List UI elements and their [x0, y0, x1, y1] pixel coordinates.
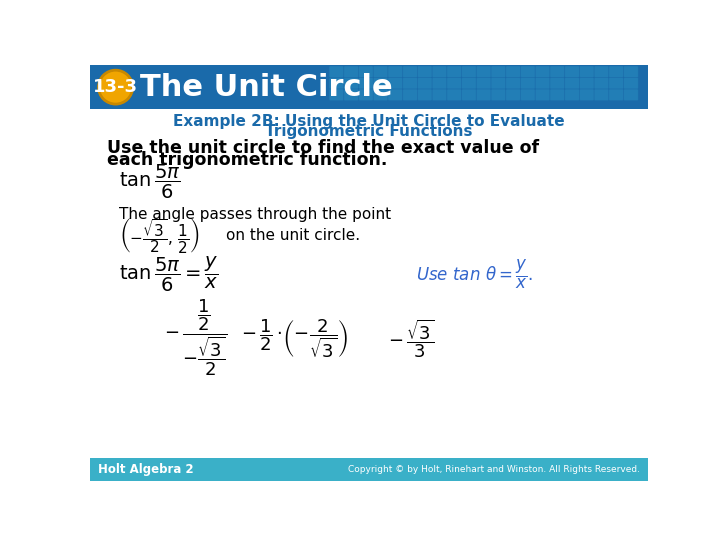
FancyBboxPatch shape: [505, 78, 521, 89]
FancyBboxPatch shape: [359, 66, 373, 78]
FancyBboxPatch shape: [535, 66, 550, 78]
FancyBboxPatch shape: [90, 457, 648, 481]
FancyBboxPatch shape: [624, 78, 639, 89]
FancyBboxPatch shape: [462, 89, 477, 100]
FancyBboxPatch shape: [594, 66, 609, 78]
FancyBboxPatch shape: [388, 78, 402, 89]
Text: 13-3: 13-3: [93, 78, 138, 96]
Text: Example 2B: Using the Unit Circle to Evaluate: Example 2B: Using the Unit Circle to Eva…: [174, 113, 564, 129]
FancyBboxPatch shape: [594, 78, 609, 89]
FancyBboxPatch shape: [344, 89, 359, 100]
FancyBboxPatch shape: [329, 78, 344, 89]
FancyBboxPatch shape: [609, 89, 624, 100]
FancyBboxPatch shape: [418, 66, 432, 78]
FancyBboxPatch shape: [580, 78, 594, 89]
FancyBboxPatch shape: [477, 89, 491, 100]
FancyBboxPatch shape: [521, 66, 535, 78]
FancyBboxPatch shape: [418, 89, 432, 100]
FancyBboxPatch shape: [580, 89, 594, 100]
Text: $-\,\dfrac{\sqrt{3}}{3}$: $-\,\dfrac{\sqrt{3}}{3}$: [388, 317, 435, 360]
FancyBboxPatch shape: [373, 66, 388, 78]
FancyBboxPatch shape: [388, 89, 402, 100]
FancyBboxPatch shape: [402, 66, 418, 78]
FancyBboxPatch shape: [462, 78, 477, 89]
Text: $\mathrm{tan}\,\dfrac{5\pi}{6}=\dfrac{y}{x}$: $\mathrm{tan}\,\dfrac{5\pi}{6}=\dfrac{y}…: [120, 255, 219, 294]
FancyBboxPatch shape: [344, 66, 359, 78]
Text: $\left(-\dfrac{\sqrt{3}}{2},\,\dfrac{1}{2}\right)$: $\left(-\dfrac{\sqrt{3}}{2},\,\dfrac{1}{…: [120, 216, 200, 255]
FancyBboxPatch shape: [564, 78, 580, 89]
FancyBboxPatch shape: [432, 66, 447, 78]
FancyBboxPatch shape: [432, 78, 447, 89]
FancyBboxPatch shape: [90, 65, 648, 110]
FancyBboxPatch shape: [550, 66, 564, 78]
FancyBboxPatch shape: [373, 78, 388, 89]
FancyBboxPatch shape: [344, 78, 359, 89]
Text: on the unit circle.: on the unit circle.: [225, 228, 360, 243]
FancyBboxPatch shape: [609, 66, 624, 78]
FancyBboxPatch shape: [535, 89, 550, 100]
FancyBboxPatch shape: [550, 78, 564, 89]
FancyBboxPatch shape: [521, 89, 535, 100]
Text: Copyright © by Holt, Rinehart and Winston. All Rights Reserved.: Copyright © by Holt, Rinehart and Winsto…: [348, 464, 640, 474]
Text: Holt Algebra 2: Holt Algebra 2: [98, 463, 194, 476]
FancyBboxPatch shape: [447, 89, 462, 100]
FancyBboxPatch shape: [491, 66, 505, 78]
Text: $\mathrm{tan}\,\dfrac{5\pi}{6}$: $\mathrm{tan}\,\dfrac{5\pi}{6}$: [120, 163, 181, 201]
Text: each trigonometric function.: each trigonometric function.: [107, 151, 387, 168]
FancyBboxPatch shape: [564, 66, 580, 78]
FancyBboxPatch shape: [373, 89, 388, 100]
FancyBboxPatch shape: [432, 89, 447, 100]
FancyBboxPatch shape: [388, 66, 402, 78]
FancyBboxPatch shape: [564, 89, 580, 100]
Text: $\mathit{Use\ tan}\ \mathit{\theta} = \dfrac{\mathit{y}}{\mathit{x}}.$: $\mathit{Use\ tan}\ \mathit{\theta} = \d…: [415, 258, 533, 291]
Text: Use the unit circle to find the exact value of: Use the unit circle to find the exact va…: [107, 139, 539, 157]
FancyBboxPatch shape: [447, 66, 462, 78]
FancyBboxPatch shape: [329, 89, 344, 100]
FancyBboxPatch shape: [505, 66, 521, 78]
Circle shape: [99, 70, 132, 104]
FancyBboxPatch shape: [359, 89, 373, 100]
Text: $-\,\dfrac{\dfrac{1}{2}}{-\dfrac{\sqrt{3}}{2}}$: $-\,\dfrac{\dfrac{1}{2}}{-\dfrac{\sqrt{3…: [163, 298, 228, 378]
FancyBboxPatch shape: [477, 66, 491, 78]
FancyBboxPatch shape: [447, 78, 462, 89]
FancyBboxPatch shape: [477, 78, 491, 89]
FancyBboxPatch shape: [418, 78, 432, 89]
Text: Trigonometric Functions: Trigonometric Functions: [265, 124, 473, 139]
FancyBboxPatch shape: [624, 66, 639, 78]
FancyBboxPatch shape: [491, 78, 505, 89]
FancyBboxPatch shape: [359, 78, 373, 89]
FancyBboxPatch shape: [462, 66, 477, 78]
FancyBboxPatch shape: [609, 78, 624, 89]
Text: The angle passes through the point: The angle passes through the point: [120, 207, 392, 222]
Text: $-\,\dfrac{1}{2}\cdot\!\left(-\dfrac{2}{\sqrt{3}}\right)$: $-\,\dfrac{1}{2}\cdot\!\left(-\dfrac{2}{…: [241, 317, 348, 360]
Text: The Unit Circle: The Unit Circle: [140, 72, 393, 102]
FancyBboxPatch shape: [580, 66, 594, 78]
FancyBboxPatch shape: [535, 78, 550, 89]
FancyBboxPatch shape: [491, 89, 505, 100]
FancyBboxPatch shape: [402, 89, 418, 100]
FancyBboxPatch shape: [624, 89, 639, 100]
FancyBboxPatch shape: [329, 66, 344, 78]
FancyBboxPatch shape: [594, 89, 609, 100]
FancyBboxPatch shape: [550, 89, 564, 100]
FancyBboxPatch shape: [505, 89, 521, 100]
FancyBboxPatch shape: [521, 78, 535, 89]
FancyBboxPatch shape: [402, 78, 418, 89]
